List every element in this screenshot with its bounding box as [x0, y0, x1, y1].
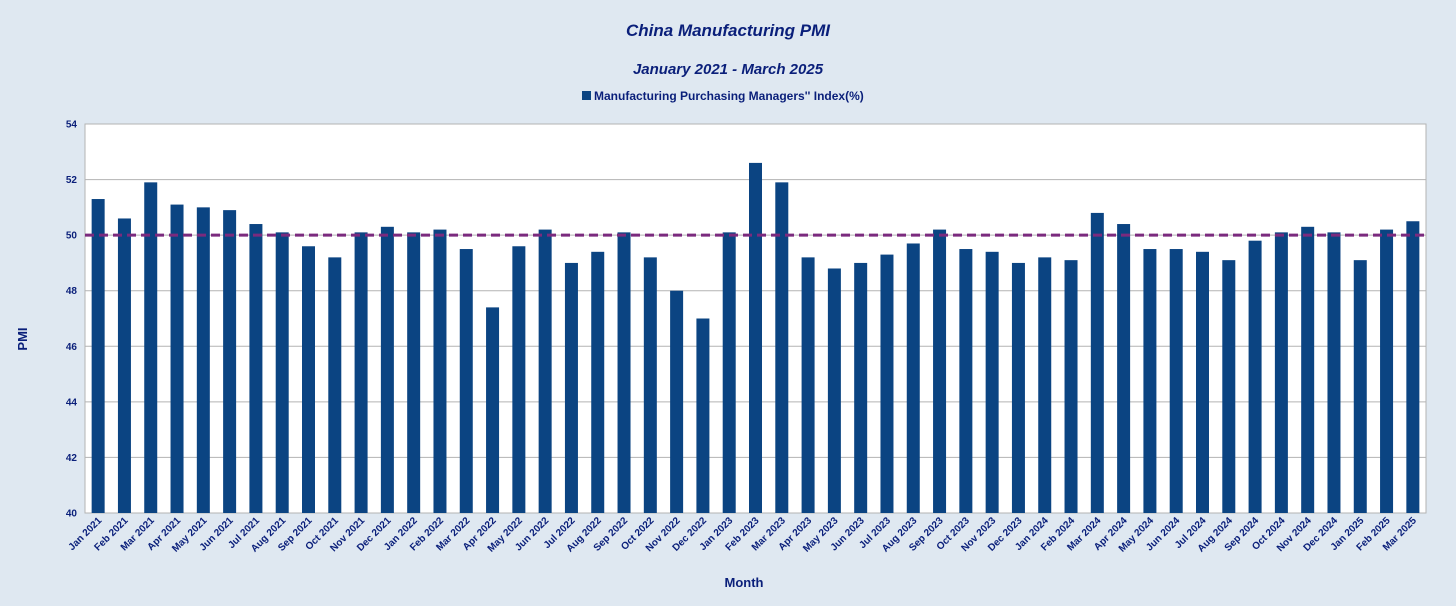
bar [643, 257, 657, 513]
y-tick-label: 48 [66, 286, 78, 297]
bar [959, 249, 973, 514]
bar [854, 262, 868, 513]
bar [670, 290, 684, 513]
bar [1353, 260, 1367, 513]
bar [91, 199, 105, 513]
bar [407, 232, 421, 513]
bar [144, 182, 158, 513]
bar [617, 232, 631, 513]
y-tick-label: 46 [66, 342, 78, 353]
bar [117, 218, 131, 513]
bar [1222, 260, 1236, 513]
bar [722, 232, 736, 513]
bar [223, 210, 237, 513]
bars [91, 162, 1420, 514]
bar [1117, 224, 1131, 513]
legend-label: Manufacturing Purchasing Managers'' Inde… [594, 89, 864, 103]
y-tick-label: 54 [66, 120, 78, 131]
bar [1406, 221, 1420, 513]
bar [1090, 212, 1104, 513]
bar [801, 257, 815, 513]
bar [538, 229, 552, 514]
bar [1248, 240, 1262, 513]
bar [1196, 251, 1209, 514]
bar [459, 249, 473, 514]
y-axis-title: PMI [15, 327, 30, 350]
bar [196, 207, 210, 513]
bar [1301, 226, 1315, 514]
bar [775, 182, 789, 513]
legend-swatch [582, 91, 591, 100]
bar [433, 229, 447, 514]
bar [827, 268, 841, 513]
bar [302, 246, 315, 513]
bar [1169, 249, 1183, 514]
legend: Manufacturing Purchasing Managers'' Inde… [582, 89, 864, 103]
bar [591, 251, 605, 514]
bar [696, 318, 710, 513]
bar [933, 229, 947, 514]
bar [512, 246, 526, 513]
y-tick-label: 50 [66, 231, 78, 242]
bar [906, 243, 920, 513]
bar [985, 251, 999, 514]
y-tick-label: 44 [66, 397, 78, 408]
bar [880, 254, 894, 514]
bar [170, 204, 184, 514]
bar [380, 226, 394, 514]
bar [1064, 260, 1078, 513]
bar [1011, 262, 1025, 513]
chart-subtitle: January 2021 - March 2025 [633, 61, 824, 78]
bar [749, 162, 762, 513]
chart-title: China Manufacturing PMI [626, 21, 831, 40]
y-tick-label: 40 [66, 509, 78, 520]
y-tick-labels: 40 42 44 46 48 50 52 54 [66, 120, 78, 520]
bar [354, 232, 368, 513]
bar [249, 224, 263, 513]
bar [275, 232, 289, 513]
bar [1327, 232, 1341, 513]
bar [486, 307, 500, 513]
bar [1143, 249, 1157, 514]
x-axis-title: Month [725, 575, 764, 590]
bar [1380, 229, 1394, 514]
bar [328, 257, 342, 513]
bar [1274, 232, 1288, 513]
y-tick-label: 42 [66, 453, 78, 464]
bar [1038, 257, 1052, 513]
y-tick-label: 52 [66, 175, 78, 186]
bar [564, 262, 578, 513]
